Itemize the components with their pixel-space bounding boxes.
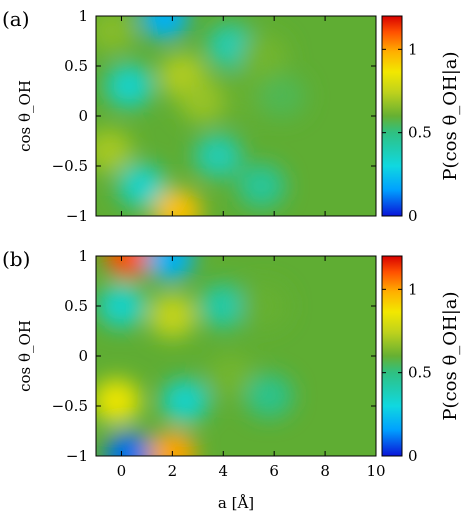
colorbar-tick-label: 1 bbox=[408, 280, 418, 298]
x-axis-label-b: a [Å] bbox=[218, 494, 254, 512]
colorbar-tick-label: 0 bbox=[408, 447, 418, 465]
heatmap-blob-b-1 bbox=[105, 432, 154, 456]
heatmap-blob-b-3 bbox=[96, 379, 141, 423]
y-tick-label: 0 bbox=[78, 347, 88, 365]
x-tick-label: 8 bbox=[320, 462, 330, 480]
colorbar-label-b: P(cos θ_OH|a) bbox=[440, 291, 461, 420]
heatmap-blob-b-5 bbox=[148, 431, 197, 456]
y-tick-label: −0.5 bbox=[52, 157, 88, 175]
x-axis-b: 0 2 4 6 8 10 bbox=[117, 256, 386, 480]
x-tick-label: 10 bbox=[366, 462, 385, 480]
y-tick-label: −0.5 bbox=[52, 397, 88, 415]
colorbar-axis-a: 00.51 bbox=[382, 40, 432, 225]
heatmap-blob-a-5 bbox=[153, 189, 202, 216]
heatmap-blob-b-0 bbox=[105, 256, 154, 278]
y-tick-label: 1 bbox=[78, 247, 88, 265]
y-axis-label-b: cos θ_OH bbox=[16, 320, 34, 392]
colorbar-tick-label: 0 bbox=[408, 207, 418, 225]
heatmap-blob-a-9 bbox=[194, 134, 243, 178]
x-axis-a bbox=[120, 16, 377, 216]
heatmap-blob-b-7 bbox=[161, 379, 210, 423]
panel-b: (b) −1−0.500.51 0 2 4 6 8 10 cos θ_OH a [Å] 0… bbox=[2, 247, 461, 512]
heatmap-blob-b-11 bbox=[245, 374, 294, 418]
heatmap-b bbox=[96, 256, 294, 456]
colorbar-axis-b: 00.51 bbox=[382, 280, 432, 465]
colorbar-label-a: P(cos θ_OH|a) bbox=[440, 51, 461, 180]
heatmap-blob-a-7 bbox=[178, 79, 227, 123]
heatmap-blob-a-10 bbox=[219, 74, 268, 118]
y-axis-label-a: cos θ_OH bbox=[16, 80, 34, 152]
x-tick-label: 0 bbox=[117, 462, 127, 480]
y-axis-a: −1 −0.5 0 0.5 1 bbox=[52, 7, 376, 225]
panel-a: (a) −1−0.500.51 cos θ_OH 00.51 P(cos θ_O… bbox=[2, 7, 461, 225]
panel-label-a: (a) bbox=[2, 7, 30, 31]
heatmap-blob-a-13 bbox=[257, 74, 306, 118]
y-tick-label: 0.5 bbox=[64, 297, 88, 315]
colorbar-a bbox=[381, 15, 403, 217]
y-tick-label: 1 bbox=[78, 7, 88, 25]
colorbar-tick-label: 0.5 bbox=[408, 124, 432, 142]
colorbar-tick-label: 0.5 bbox=[408, 364, 432, 382]
heatmap-blob-a-1 bbox=[96, 129, 133, 173]
heatmap-blob-a-4 bbox=[140, 16, 189, 40]
heatmap-blob-b-2 bbox=[97, 284, 146, 328]
heatmap-blob-a-12 bbox=[237, 164, 286, 208]
heatmap-blob-a-3 bbox=[117, 164, 166, 208]
x-tick-label: 4 bbox=[218, 462, 228, 480]
panel-label-b: (b) bbox=[2, 247, 30, 271]
heatmap-blob-a-2 bbox=[105, 64, 154, 108]
y-tick-label: 0.5 bbox=[64, 57, 88, 75]
heatmap-blob-b-8 bbox=[199, 284, 248, 328]
y-axis-b: −1 −0.5 0 0.5 1 bbox=[52, 247, 376, 465]
heatmap-blob-a-0 bbox=[96, 16, 136, 53]
heatmap-blob-b-9 bbox=[206, 354, 255, 398]
y-tick-label: −1 bbox=[66, 207, 88, 225]
x-tick-label: 2 bbox=[168, 462, 178, 480]
heatmap-blob-b-10 bbox=[240, 284, 288, 328]
colorbar-tick-label: 1 bbox=[408, 40, 418, 58]
heatmap-blob-b-4 bbox=[145, 256, 194, 281]
heatmap-blob-b-6 bbox=[148, 294, 197, 338]
y-tick-label: −1 bbox=[66, 447, 88, 465]
x-tick-label: 6 bbox=[269, 462, 279, 480]
y-tick-label: 0 bbox=[78, 107, 88, 125]
colorbar-b bbox=[381, 255, 403, 457]
heatmap-a bbox=[96, 16, 306, 216]
heatmap-blob-a-11 bbox=[240, 34, 288, 78]
